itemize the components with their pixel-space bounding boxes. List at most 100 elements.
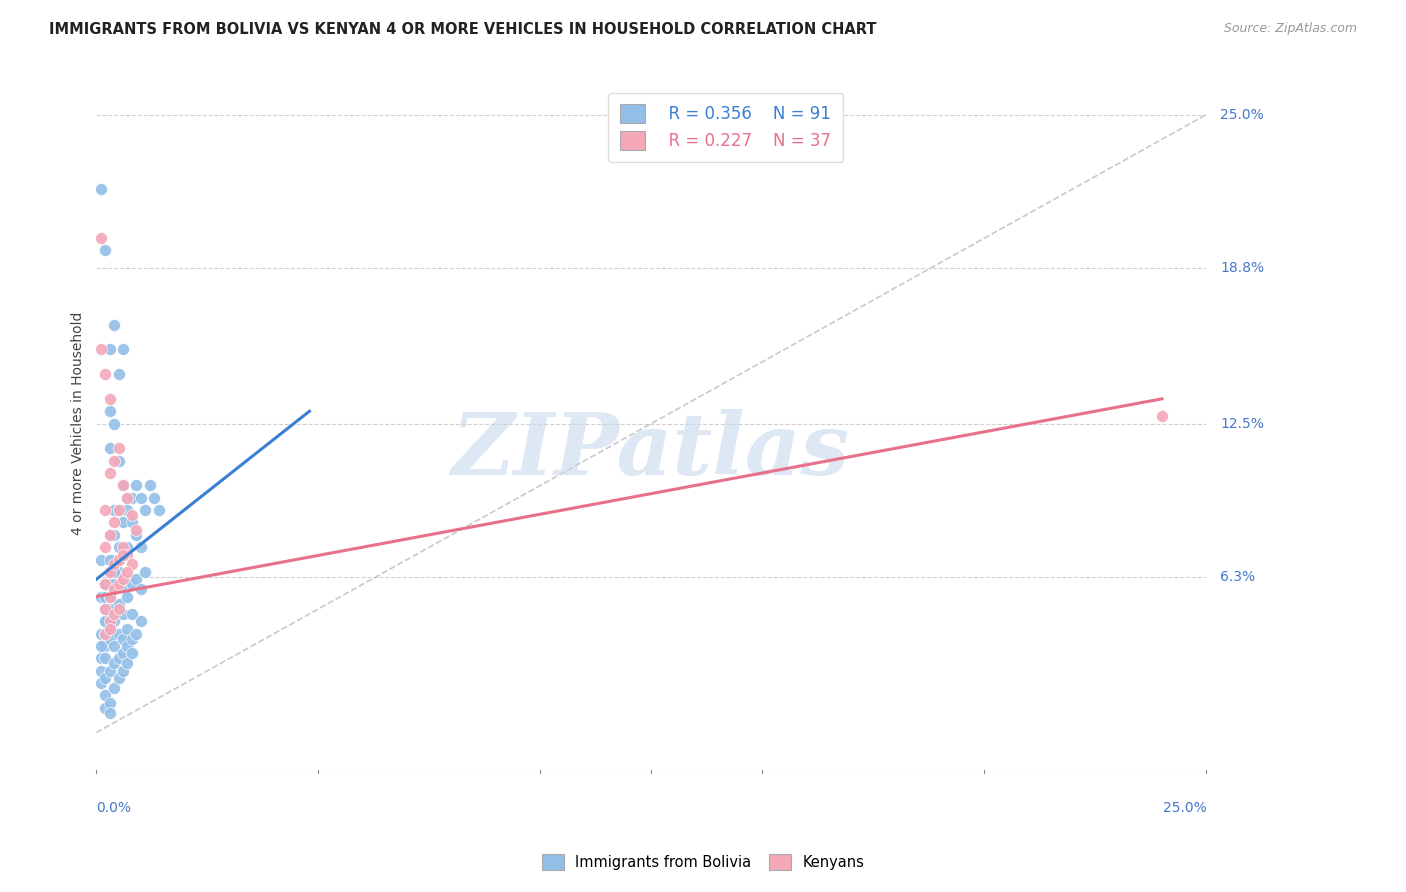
Point (98, 392, 121, 406)
Point (94, 626, 117, 640)
Point (103, 582, 125, 597)
Text: 0.0%: 0.0% (97, 801, 131, 814)
Point (98, 577, 121, 591)
Point (98, 664, 121, 678)
Legend:   R = 0.356    N = 91,   R = 0.227    N = 37: R = 0.356 N = 91, R = 0.227 N = 37 (609, 93, 842, 161)
Point (98, 622, 121, 636)
Point (90, 590, 112, 604)
Point (103, 639, 125, 653)
Text: 25.0%: 25.0% (1163, 801, 1206, 814)
Point (103, 552, 125, 566)
Point (117, 622, 139, 636)
Point (121, 558, 143, 572)
Point (121, 508, 143, 522)
Point (107, 565, 129, 579)
Point (121, 577, 143, 591)
Point (94, 590, 117, 604)
Point (90, 231, 112, 245)
Point (103, 503, 125, 517)
Point (117, 503, 139, 517)
Point (125, 626, 148, 640)
Text: 12.5%: 12.5% (1220, 417, 1264, 431)
Point (103, 577, 125, 591)
Y-axis label: 4 or more Vehicles in Household: 4 or more Vehicles in Household (72, 312, 86, 535)
Point (1150, 409, 1173, 424)
Point (98, 528, 121, 542)
Point (103, 318, 125, 332)
Point (107, 671, 129, 685)
Point (107, 442, 129, 456)
Point (94, 577, 117, 591)
Point (90, 343, 112, 357)
Point (111, 478, 134, 492)
Point (107, 626, 129, 640)
Point (94, 671, 117, 685)
Point (125, 523, 148, 537)
Point (125, 528, 148, 542)
Point (121, 491, 143, 505)
Point (90, 664, 112, 678)
Point (98, 607, 121, 621)
Point (103, 602, 125, 616)
Legend: Immigrants from Bolivia, Kenyans: Immigrants from Bolivia, Kenyans (536, 848, 870, 876)
Point (117, 590, 139, 604)
Point (90, 626, 112, 640)
Point (98, 696, 121, 710)
Point (103, 615, 125, 629)
Point (94, 626, 117, 640)
Point (111, 664, 134, 678)
Point (90, 651, 112, 665)
Point (125, 478, 148, 492)
Point (121, 607, 143, 621)
Point (98, 552, 121, 566)
Point (98, 590, 121, 604)
Point (103, 516, 125, 530)
Point (107, 453, 129, 467)
Point (111, 572, 134, 586)
Point (94, 639, 117, 653)
Point (94, 367, 117, 381)
Point (94, 651, 117, 665)
Point (129, 582, 152, 597)
Point (98, 590, 121, 604)
Point (94, 626, 117, 640)
Point (94, 689, 117, 703)
Point (94, 503, 117, 517)
Point (111, 577, 134, 591)
Point (103, 453, 125, 467)
Point (94, 615, 117, 629)
Point (107, 597, 129, 611)
Point (98, 565, 121, 579)
Point (117, 657, 139, 671)
Point (94, 602, 117, 616)
Point (107, 503, 129, 517)
Point (138, 478, 160, 492)
Point (94, 615, 117, 629)
Point (103, 607, 125, 621)
Point (111, 607, 134, 621)
Point (107, 367, 129, 381)
Point (107, 651, 129, 665)
Point (111, 478, 134, 492)
Text: Source: ZipAtlas.com: Source: ZipAtlas.com (1223, 22, 1357, 36)
Point (98, 615, 121, 629)
Point (111, 540, 134, 554)
Point (98, 466, 121, 480)
Point (103, 657, 125, 671)
Point (90, 639, 112, 653)
Point (143, 491, 166, 505)
Point (98, 706, 121, 720)
Point (103, 528, 125, 542)
Point (107, 552, 129, 566)
Point (134, 503, 156, 517)
Point (129, 491, 152, 505)
Point (103, 565, 125, 579)
Point (121, 632, 143, 646)
Point (107, 552, 129, 566)
Point (103, 681, 125, 695)
Point (107, 540, 129, 554)
Point (98, 602, 121, 616)
Point (148, 503, 170, 517)
Point (129, 615, 152, 629)
Point (111, 548, 134, 562)
